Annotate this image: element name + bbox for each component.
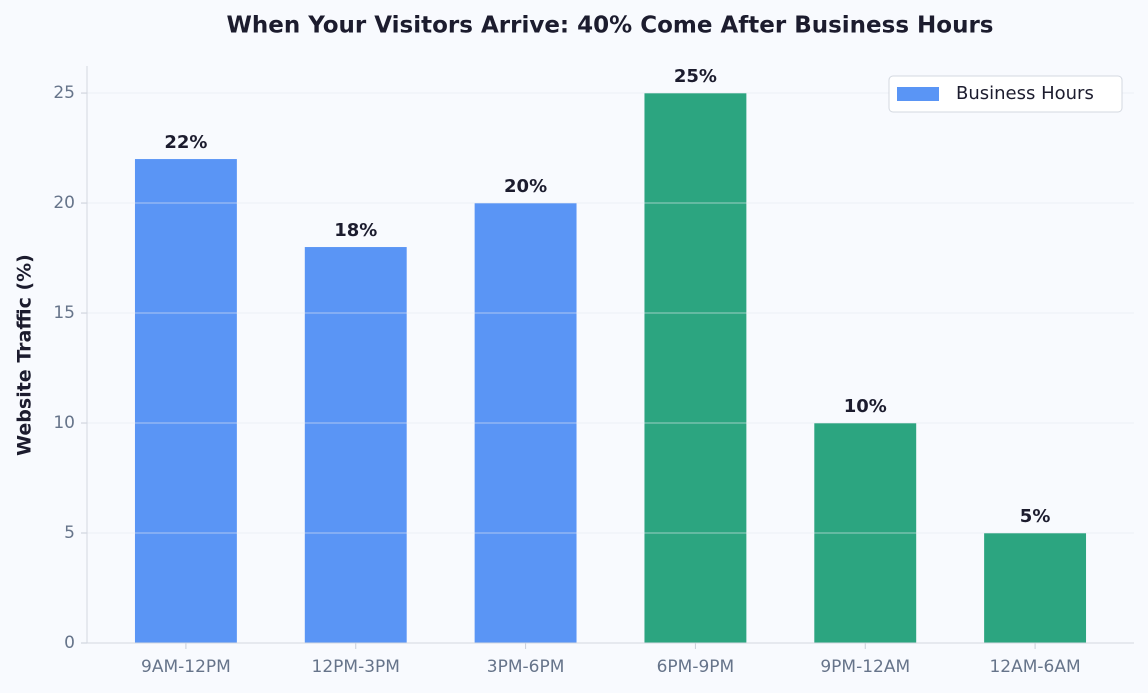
x-tick-label: 12PM-3PM xyxy=(312,657,400,677)
bar xyxy=(644,93,747,643)
value-label: 25% xyxy=(674,66,717,87)
x-tick-label: 12AM-6AM xyxy=(989,657,1080,677)
x-tick-label: 9PM-12AM xyxy=(820,657,910,677)
x-tick-label: 3PM-6PM xyxy=(487,657,565,677)
legend-label: Business Hours xyxy=(956,83,1094,104)
y-tick-label: 10 xyxy=(53,413,75,433)
value-label: 5% xyxy=(1020,506,1051,527)
value-label: 20% xyxy=(504,176,547,197)
x-tick-label: 9AM-12PM xyxy=(141,657,231,677)
y-tick-label: 25 xyxy=(53,83,75,103)
y-tick-label: 20 xyxy=(53,193,75,213)
legend-box xyxy=(888,75,1123,113)
value-label: 10% xyxy=(844,396,887,417)
chart-title: When Your Visitors Arrive: 40% Come Afte… xyxy=(226,13,993,39)
legend-swatch xyxy=(897,87,939,101)
y-tick-label: 15 xyxy=(53,303,75,323)
bar xyxy=(984,533,1087,643)
y-tick-label: 0 xyxy=(64,633,75,653)
value-label: 22% xyxy=(164,132,207,153)
x-tick-label: 6PM-9PM xyxy=(657,657,735,677)
y-axis-label: Website Traffic (%) xyxy=(14,254,36,456)
bar xyxy=(304,247,407,643)
y-tick-label: 5 xyxy=(64,523,75,543)
bar xyxy=(134,159,237,643)
value-label: 18% xyxy=(334,220,377,241)
